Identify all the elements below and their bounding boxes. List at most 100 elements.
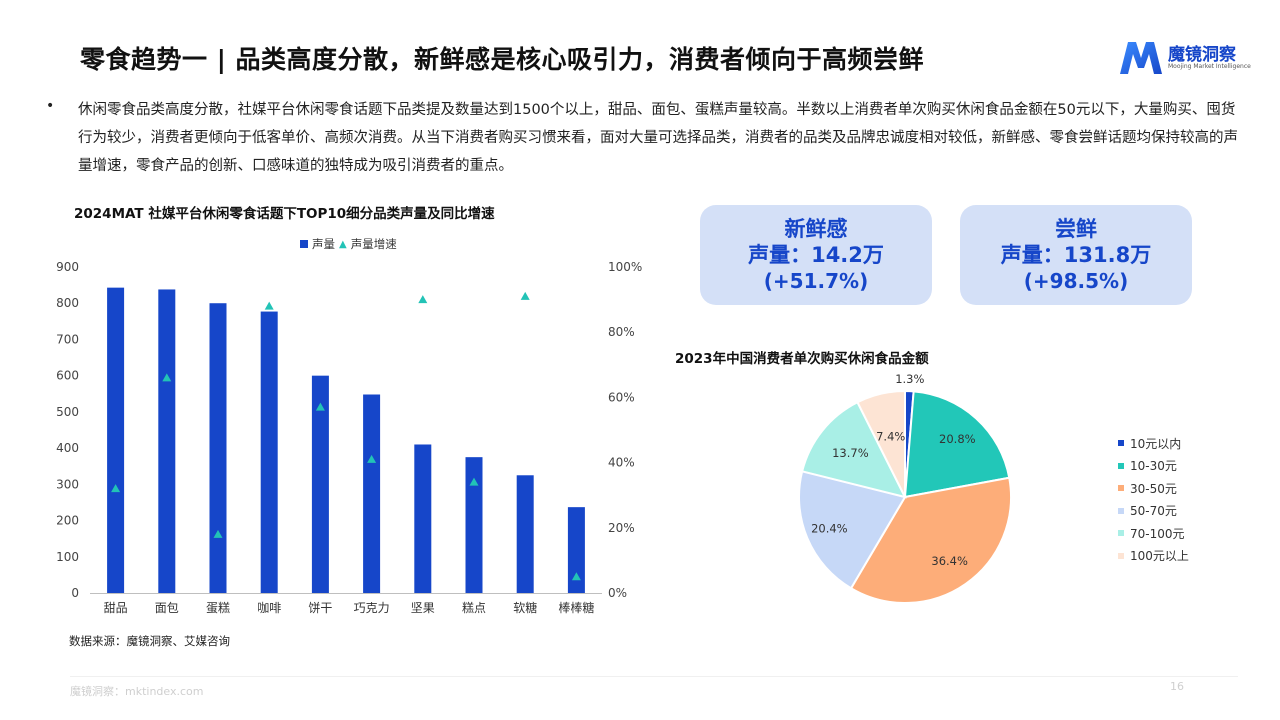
pie-slice-100元以上 [856,389,906,498]
pie-legend-item: 70-100元 [1118,522,1189,545]
pie-legend-item: 50-70元 [1118,500,1189,523]
x-tick-label: 坚果 [411,601,435,615]
bar-咖啡 [260,311,278,593]
legend-label: 50-70元 [1130,504,1177,519]
y-tick-label: 800 [56,296,79,310]
footer-text: 魔镜洞察：mktindex.com [70,685,204,698]
legend-swatch [1118,507,1124,514]
card-change: (+51.7%) [763,269,869,293]
x-tick-label: 饼干 [308,601,332,615]
legend-swatch [1118,462,1124,469]
legend-label: 10-30元 [1130,459,1177,474]
y2-tick-label: 60% [608,390,635,404]
pie-chart-title: 2023年中国消费者单次购买休闲食品金额 [675,351,929,367]
data-source: 数据来源：魔镜洞察、艾媒咨询 [69,634,230,648]
growth-marker-软糖 [520,291,530,300]
y-tick-label: 700 [56,332,79,346]
x-tick-label: 蛋糕 [206,601,230,615]
growth-marker-蛋糕 [213,529,223,538]
growth-marker-糕点 [469,477,479,486]
growth-marker-面包 [162,373,172,382]
y-tick-label: 200 [56,514,79,528]
x-tick-label: 棒棒糖 [558,600,594,615]
pie-value-label: 13.7% [832,446,869,460]
pie-slice-50-70元 [798,470,907,590]
growth-marker-坚果 [418,295,428,304]
growth-marker-饼干 [315,402,325,411]
pie-slice-30-50元 [849,476,1012,604]
legend-triangle-icon: ▲ [339,238,347,250]
legend-swatch-volume [300,240,308,248]
card-value: 声量：131.8万 [1000,243,1152,267]
x-tick-label: 面包 [155,601,179,615]
x-tick-label: 咖啡 [257,600,281,615]
legend-label: 70-100元 [1130,526,1185,541]
x-tick-label: 甜品 [104,601,128,615]
y-tick-label: 500 [56,405,79,419]
pie-value-label: 20.8% [939,432,976,446]
pie-value-label: 1.3% [895,372,924,386]
bar-蛋糕 [209,303,227,593]
legend-swatch [1118,552,1124,559]
brand-logo: 魔镜洞察 Moojing Market Intelligence [1118,38,1251,78]
bar-甜品 [107,287,125,593]
bar-chart: 0 100 200 300 400 500 600 700 800 900 0% 20% 40% 60% 8… [56,260,642,615]
growth-marker-甜品 [111,484,121,493]
logo-text: 魔镜洞察 [1168,45,1236,65]
y-tick-label: 0 [71,586,79,600]
growth-marker-巧克力 [367,454,377,463]
legend-label: 100元以上 [1130,549,1189,564]
pie-legend: 10元以内 10-30元 30-50元 50-70元 70-100元 100元以… [1118,432,1189,567]
bar-棒棒糖 [567,507,585,593]
legend-label: 30-50元 [1130,481,1177,496]
page-title: 零食趋势一 | 品类高度分散，新鲜感是核心吸引力，消费者倾向于高频尝鲜 [80,45,925,74]
y-tick-label: 100 [56,550,79,564]
card-value: 声量：14.2万 [748,243,884,267]
pie-legend-item: 100元以上 [1118,545,1189,568]
bar-软糖 [516,475,534,593]
growth-marker-咖啡 [264,301,274,310]
y2-tick-label: 80% [608,325,635,339]
pie-legend-item: 10元以内 [1118,432,1189,455]
y2-tick-label: 40% [608,456,635,470]
pie-value-label: 20.4% [811,522,848,536]
bar-chart-legend: 声量 ▲ 声量增速 [300,236,397,252]
legend-swatch [1118,485,1124,492]
legend-label: 10元以内 [1130,436,1182,451]
legend-label-growth: 声量增速 [350,237,397,251]
pie-legend-item: 30-50元 [1118,477,1189,500]
bar-饼干 [311,375,329,593]
pie-slice-70-100元 [800,400,907,499]
bar-巧克力 [363,394,381,593]
y2-tick-label: 100% [608,260,642,274]
y-tick-label: 600 [56,369,79,383]
x-tick-label: 巧克力 [354,601,390,615]
y-tick-label: 400 [56,441,79,455]
summary-paragraph: 休闲零食品类高度分散，社媒平台休闲零食话题下品类提及数量达到1500个以上，甜品… [78,102,1238,174]
pie-value-label: 7.4% [876,430,905,444]
card-change: (+98.5%) [1023,269,1129,293]
bar-chart-title: 2024MAT 社媒平台休闲零食话题下TOP10细分品类声量及同比增速 [74,206,495,222]
y-tick-label: 300 [56,477,79,491]
card-trial: 尝鲜 声量：131.8万 (+98.5%) [960,205,1192,305]
x-tick-label: 软糖 [513,600,537,615]
bar-坚果 [414,444,432,593]
legend-swatch [1118,530,1124,537]
bullet-marker: • [46,98,55,114]
page-number: 16 [1170,680,1184,693]
card-name: 尝鲜 [1055,217,1097,241]
legend-label-volume: 声量 [312,237,335,251]
y2-tick-label: 0% [608,586,627,600]
pie-value-label: 36.4% [931,554,968,568]
logo-subtitle: Moojing Market Intelligence [1168,63,1251,70]
bar-面包 [158,289,176,593]
card-freshness: 新鲜感 声量：14.2万 (+51.7%) [700,205,932,305]
footer-divider [70,676,1238,677]
logo-m-icon [1120,42,1162,74]
growth-marker-棒棒糖 [571,572,581,581]
card-name: 新鲜感 [784,217,848,241]
x-tick-label: 糕点 [462,601,486,615]
pie-chart: 1.3% 20.8% 36.4% 20.4% 13.7% 7.4% [798,372,1012,604]
pie-legend-item: 10-30元 [1118,455,1189,478]
y-tick-label: 900 [56,260,79,274]
